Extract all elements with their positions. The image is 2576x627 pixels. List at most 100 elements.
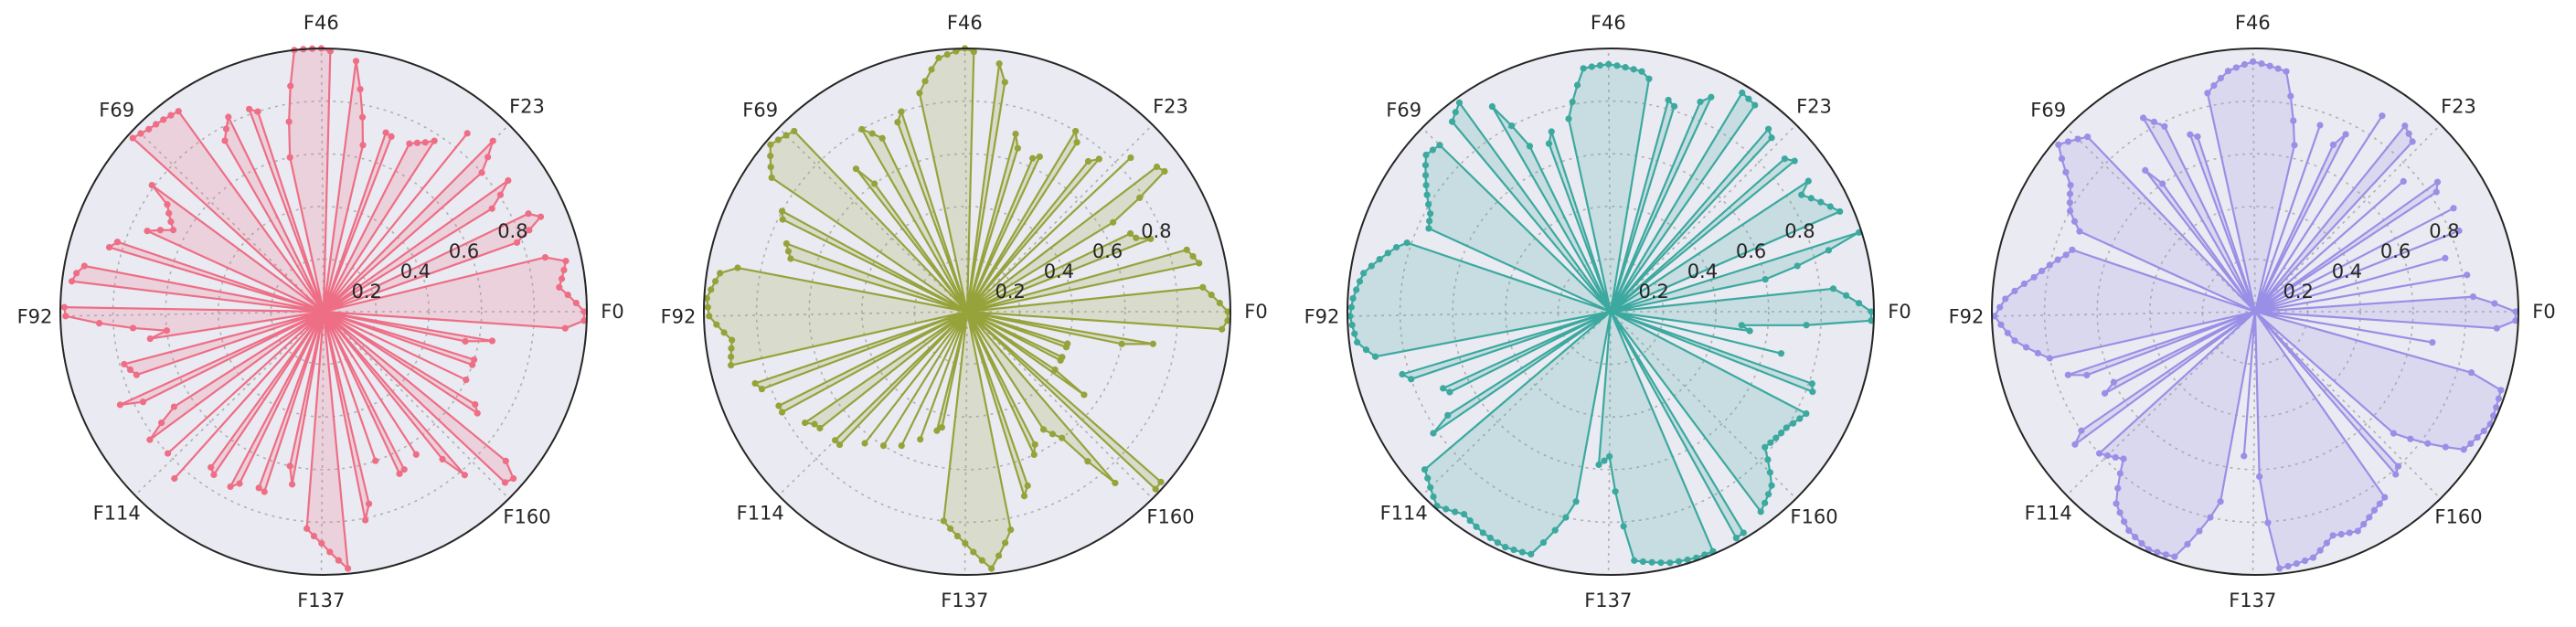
data-point bbox=[1613, 62, 1621, 69]
data-point bbox=[1072, 127, 1080, 135]
data-point bbox=[1486, 534, 1494, 542]
data-point bbox=[526, 227, 533, 234]
radial-tick-label: 0.6 bbox=[449, 240, 479, 262]
data-point bbox=[811, 420, 818, 428]
data-point bbox=[1059, 354, 1066, 361]
data-point bbox=[222, 125, 230, 133]
data-point bbox=[1829, 285, 1837, 292]
data-point bbox=[412, 451, 420, 458]
data-point bbox=[1452, 508, 1459, 515]
data-point bbox=[1825, 247, 1832, 254]
angular-gridline bbox=[320, 311, 325, 575]
radial-gridline bbox=[1399, 100, 1823, 524]
data-point bbox=[1494, 539, 1502, 547]
data-point bbox=[167, 112, 175, 119]
data-point bbox=[2154, 548, 2161, 556]
data-point bbox=[2116, 509, 2124, 516]
data-point bbox=[95, 320, 103, 327]
data-point bbox=[2217, 498, 2224, 505]
data-point bbox=[2241, 60, 2248, 69]
data-point bbox=[1843, 292, 1850, 299]
radial-gridline bbox=[165, 153, 483, 471]
data-point bbox=[560, 266, 568, 274]
data-point bbox=[1997, 321, 2005, 328]
data-point bbox=[153, 121, 160, 128]
data-point bbox=[2392, 471, 2400, 478]
data-point bbox=[160, 116, 167, 123]
data-point bbox=[484, 154, 492, 161]
data-point bbox=[116, 401, 123, 409]
data-point bbox=[1408, 376, 1415, 383]
data-point bbox=[1588, 63, 1595, 70]
angular-axis-label: F137 bbox=[297, 590, 345, 611]
data-point bbox=[1384, 250, 1391, 257]
data-point bbox=[1562, 514, 1570, 521]
radial-tick-label: 0.4 bbox=[1687, 260, 1718, 282]
angular-axis-label: F114 bbox=[93, 503, 141, 525]
data-point bbox=[1084, 157, 1092, 165]
angular-gridline bbox=[320, 48, 325, 313]
data-point bbox=[2256, 473, 2263, 481]
data-point bbox=[1762, 443, 1769, 451]
data-point bbox=[2110, 378, 2118, 386]
data-point bbox=[158, 419, 165, 427]
data-point bbox=[1746, 327, 1753, 335]
angular-axis-label: F46 bbox=[303, 12, 339, 34]
angular-gridline bbox=[1610, 311, 1797, 500]
data-point bbox=[970, 48, 977, 56]
data-point bbox=[940, 517, 947, 525]
data-point bbox=[2287, 92, 2294, 100]
angular-axis-label: F92 bbox=[661, 305, 697, 327]
data-point bbox=[2210, 81, 2218, 90]
radial-tick-label: 0.6 bbox=[1736, 240, 1766, 262]
data-point bbox=[1353, 286, 1360, 293]
data-point bbox=[2442, 443, 2449, 451]
data-point bbox=[62, 313, 69, 320]
data-point bbox=[2493, 324, 2500, 332]
data-point bbox=[505, 176, 512, 185]
data-point bbox=[1133, 234, 1140, 241]
data-point bbox=[953, 48, 960, 55]
data-point bbox=[2407, 435, 2414, 442]
series-area bbox=[1994, 61, 2517, 569]
data-point bbox=[2187, 131, 2194, 138]
data-point bbox=[2442, 254, 2449, 262]
data-point bbox=[2207, 514, 2214, 521]
data-point bbox=[2114, 484, 2122, 492]
data-point bbox=[501, 479, 509, 486]
data-point bbox=[2316, 122, 2324, 129]
data-point bbox=[2316, 547, 2324, 554]
data-point bbox=[2064, 138, 2072, 145]
angular-gridline bbox=[134, 311, 325, 496]
data-point bbox=[1551, 526, 1559, 534]
data-point bbox=[1772, 434, 1780, 441]
data-point bbox=[2038, 267, 2046, 274]
data-point bbox=[1347, 313, 1354, 320]
data-point bbox=[372, 457, 379, 464]
data-point bbox=[2116, 470, 2124, 477]
data-point bbox=[359, 142, 367, 149]
radial-tick-label: 0.2 bbox=[995, 281, 1025, 303]
data-point bbox=[474, 409, 481, 417]
data-point bbox=[171, 474, 178, 483]
data-point bbox=[439, 455, 446, 463]
data-point bbox=[706, 313, 713, 320]
data-point bbox=[2283, 68, 2290, 75]
angular-gridline bbox=[963, 48, 968, 313]
data-point bbox=[1708, 93, 1715, 101]
data-point bbox=[2142, 166, 2149, 174]
angular-gridline bbox=[1607, 48, 1612, 313]
data-point bbox=[2390, 430, 2398, 437]
data-point bbox=[758, 386, 766, 393]
data-point bbox=[894, 119, 901, 126]
data-point bbox=[2495, 395, 2503, 402]
radar-chart-3: 0.2 0.4 0.6 0.8 F0 F23 F46 F69 F92 F114 F137 F160 bbox=[1304, 12, 1911, 611]
data-point bbox=[2467, 369, 2475, 377]
data-point bbox=[933, 427, 941, 434]
data-point bbox=[1095, 155, 1102, 163]
angular-axis-label: F137 bbox=[2229, 590, 2276, 611]
data-point bbox=[1778, 430, 1785, 437]
data-point bbox=[537, 213, 545, 220]
data-point bbox=[1684, 556, 1691, 564]
